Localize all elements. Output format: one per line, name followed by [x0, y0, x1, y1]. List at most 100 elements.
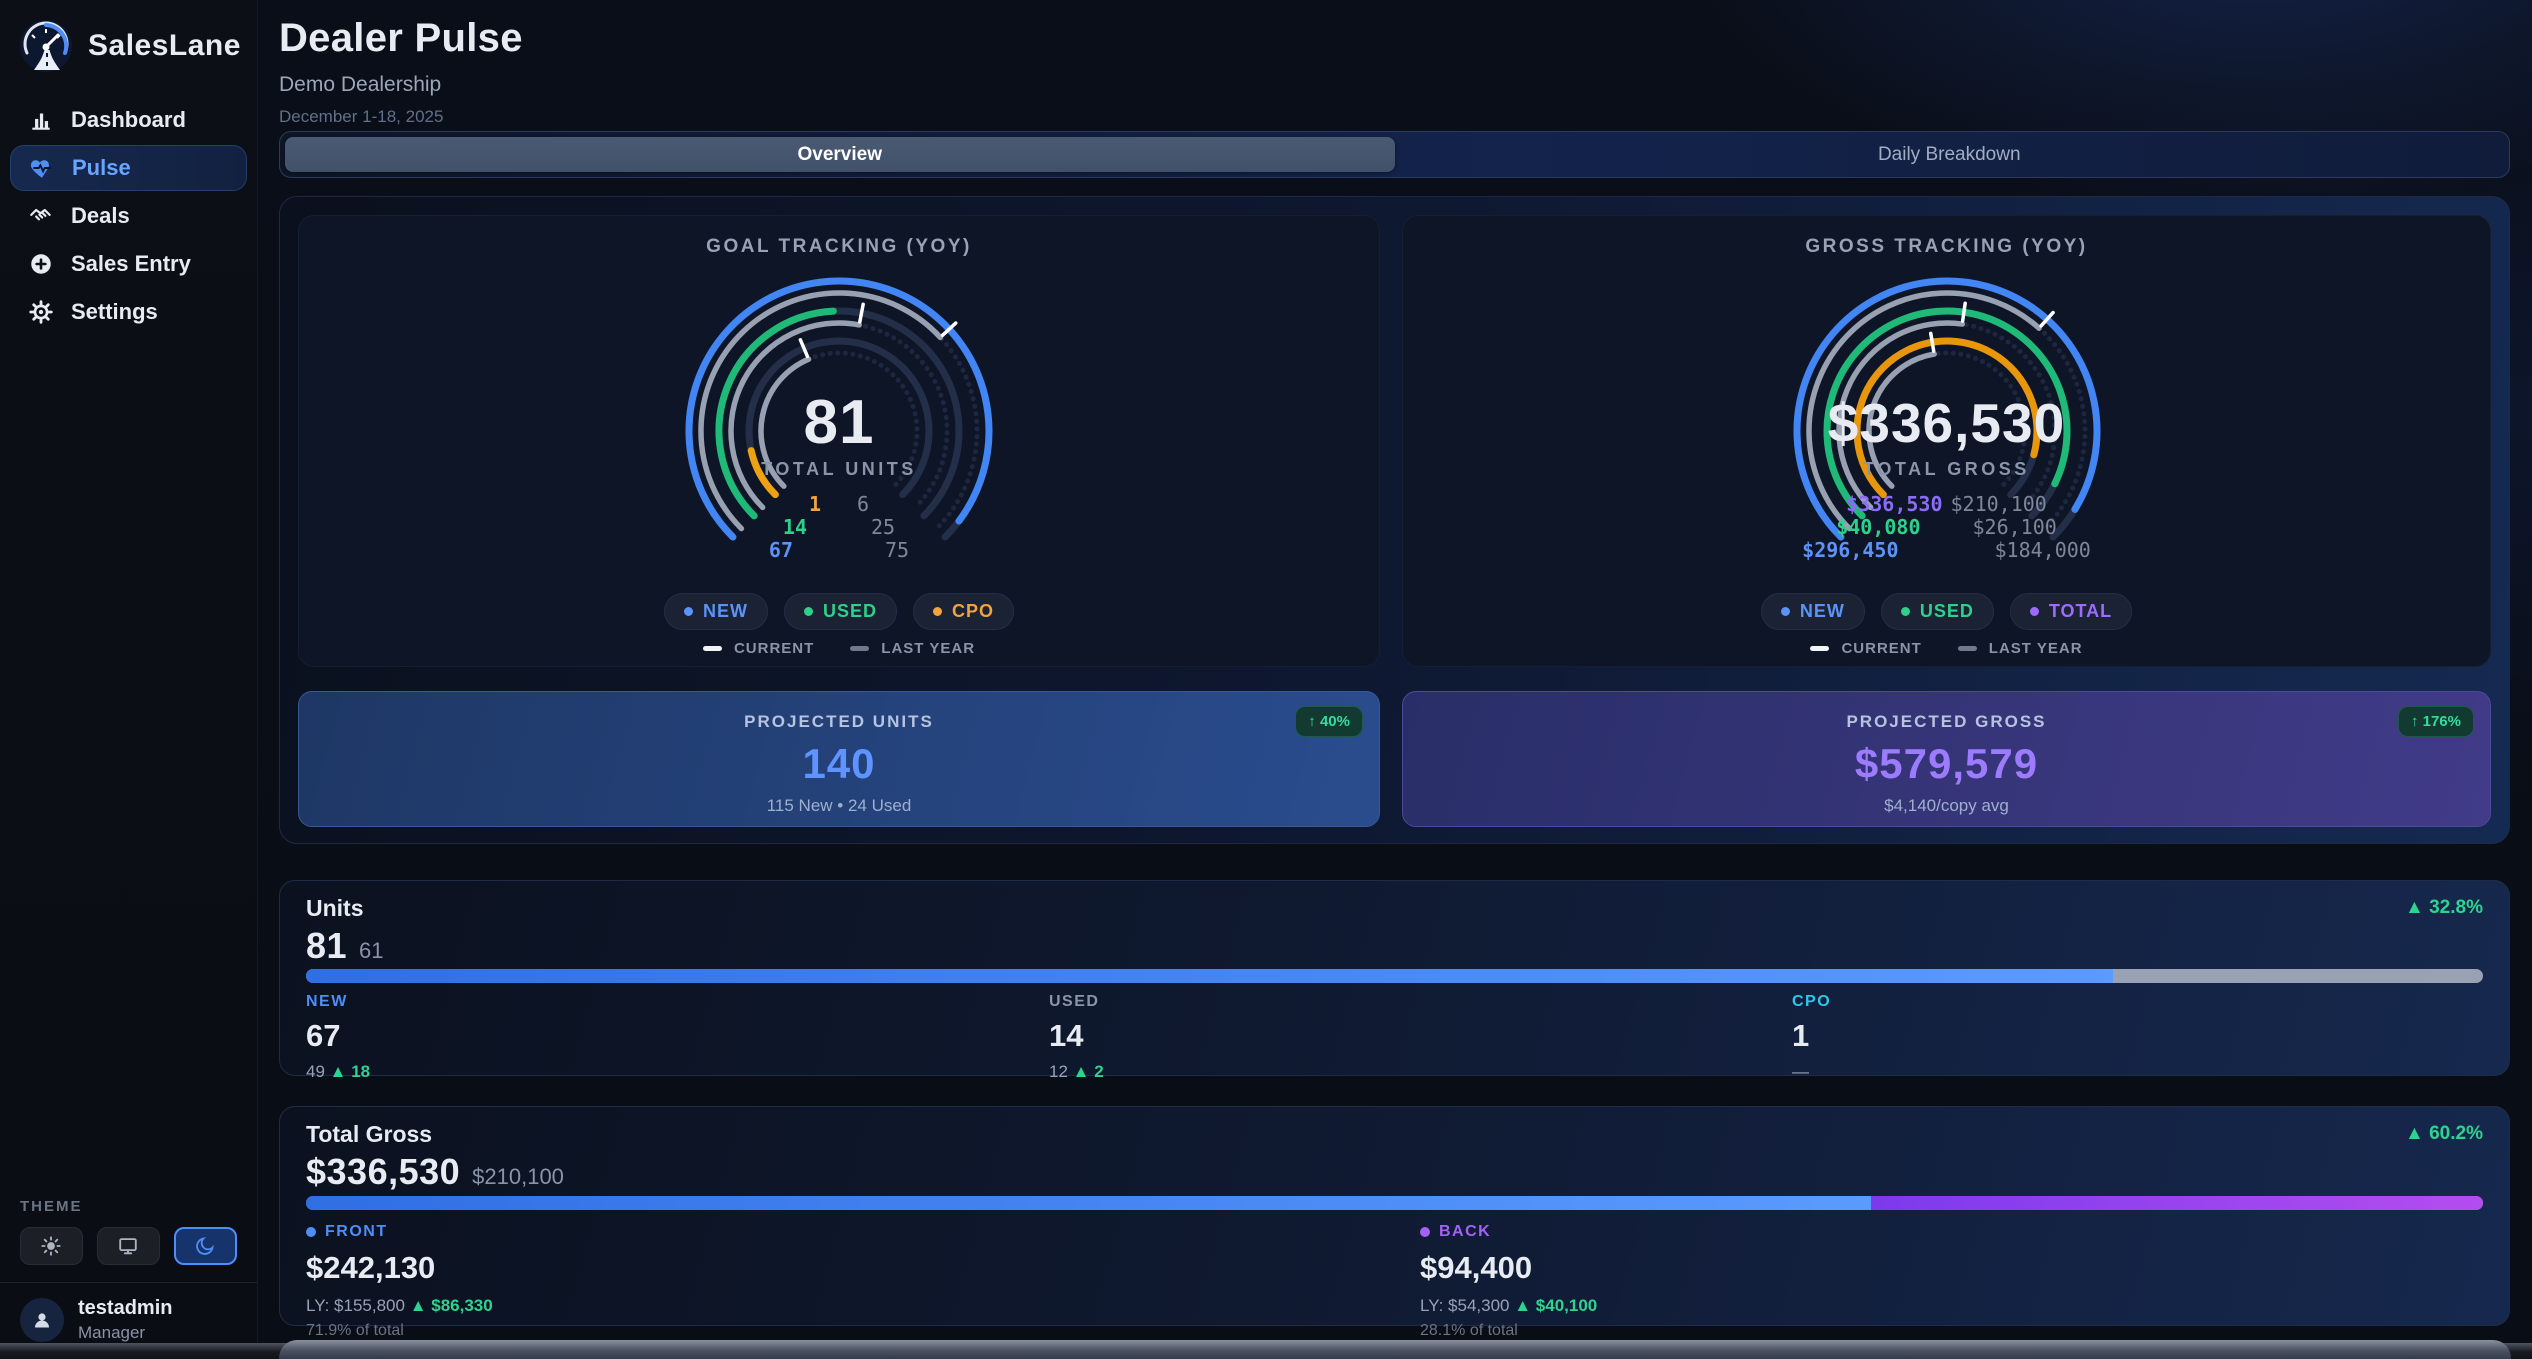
- legend-pill-new[interactable]: NEW: [1760, 593, 1865, 630]
- page-header: Dealer Pulse Demo Dealership December 1-…: [279, 16, 523, 127]
- gauge-value-rows: $336,530 $210,100 $40,080 $26,100 $296,450 $1…: [1667, 492, 2227, 562]
- back-value: $94,400: [1420, 1250, 1533, 1285]
- legend-pill-used[interactable]: USED: [783, 593, 897, 630]
- tab-daily-breakdown[interactable]: Daily Breakdown: [1877, 143, 2021, 165]
- theme-system-button[interactable]: [96, 1227, 160, 1265]
- avatar: [20, 1298, 64, 1342]
- legend-label: USED: [822, 601, 877, 621]
- stat-label: CPO: [1792, 993, 1832, 1010]
- gauge-title: GOAL TRACKING (YOY): [706, 236, 972, 257]
- legend-label: USED: [1919, 601, 1974, 621]
- legend-dot-icon: [683, 607, 693, 616]
- sidebar-item-settings[interactable]: Settings: [0, 288, 257, 336]
- gear-icon: [28, 299, 54, 325]
- gross-tracking-card: GROSS TRACKING (YOY) $336,530 TOTAL GROS…: [1402, 215, 2491, 667]
- bar-chart-icon: [28, 107, 54, 133]
- user-block[interactable]: testadmin Manager: [0, 1282, 257, 1357]
- units-progress-fill: [306, 969, 2113, 983]
- legend-dot-icon: [1780, 607, 1790, 616]
- goal-gauge: 81 TOTAL UNITS 1 6 14 25 67 75: [649, 241, 1029, 621]
- legend-pill-used[interactable]: USED: [1880, 593, 1994, 630]
- sidebar-item-label: Sales Entry: [71, 251, 191, 276]
- sidebar-nav: Dashboard Pulse Deals: [0, 96, 257, 336]
- gauge-lastyear-value: $210,100: [1950, 492, 2047, 516]
- gauge-row: $296,450 $184,000: [1667, 538, 2227, 562]
- current-dash-icon: [1810, 646, 1830, 651]
- brand-name: SalesLane: [88, 29, 241, 62]
- sidebar-item-deals[interactable]: Deals: [0, 192, 257, 240]
- current-label: CURRENT: [733, 640, 815, 657]
- units-prev-value: 61: [359, 938, 384, 963]
- theme-switcher: THEME: [20, 1198, 237, 1265]
- gauge-current-value: $40,080: [1836, 515, 1921, 539]
- front-pct: 71.9% of total: [306, 1322, 404, 1339]
- stat-prev: —: [1792, 1062, 1809, 1081]
- gauge-legend: NEW USED TOTAL: [1403, 593, 2490, 630]
- current-lastyear-legend: CURRENT LAST YEAR: [299, 640, 1379, 657]
- projected-gross-card: PROJECTED GROSS $579,579 $4,140/copy avg…: [1402, 691, 2491, 827]
- gross-gauge: $336,530 TOTAL GROSS $336,530 $210,100 $40…: [1757, 241, 2137, 621]
- sidebar-item-dashboard[interactable]: Dashboard: [0, 96, 257, 144]
- current-lastyear-legend: CURRENT LAST YEAR: [1403, 640, 2490, 657]
- stat-label: NEW: [306, 993, 348, 1010]
- front-ly: LY: $155,800: [306, 1296, 405, 1315]
- legend-label: NEW: [702, 601, 748, 621]
- gauge-center-label: TOTAL GROSS: [1863, 459, 2030, 479]
- gauge-lastyear-value: 6: [857, 492, 870, 516]
- legend-pill-new[interactable]: NEW: [663, 593, 768, 630]
- gross-prev-value: $210,100: [472, 1164, 564, 1189]
- stat-prev: 49: [306, 1062, 325, 1081]
- total-gross-section: Total Gross ▲ 60.2% $336,530 $210,100 FR…: [279, 1106, 2510, 1339]
- gross-current-value: $336,530: [306, 1151, 461, 1192]
- saleslane-logo-icon: [18, 18, 74, 74]
- projected-gross-badge: ↑ 176%: [2397, 706, 2474, 737]
- legend-label: NEW: [1799, 601, 1845, 621]
- tab-overview[interactable]: Overview: [285, 137, 1395, 172]
- gauge-center-label: TOTAL UNITS: [761, 459, 917, 479]
- gauge-current-value: 67: [768, 538, 793, 562]
- gauge-center-value: $336,530: [1827, 392, 2066, 454]
- theme-dark-button[interactable]: [173, 1227, 237, 1265]
- gauge-current-value: 14: [782, 515, 807, 539]
- units-title: Units: [306, 895, 364, 921]
- user-name: testadmin: [78, 1297, 173, 1319]
- stat-delta: ▲ 18: [329, 1062, 371, 1081]
- gross-title: Total Gross: [306, 1121, 433, 1147]
- gauge-row: $336,530 $210,100: [1667, 492, 2227, 516]
- dealership-name: Demo Dealership: [279, 73, 442, 96]
- sidebar-item-label: Pulse: [72, 155, 131, 180]
- sidebar-item-sales-entry[interactable]: Sales Entry: [0, 240, 257, 288]
- gauge-arcs: [1757, 241, 2137, 621]
- gross-back-fill: [1871, 1196, 2483, 1210]
- stat-value: 1: [1792, 1018, 1810, 1053]
- front-label: FRONT: [325, 1223, 388, 1240]
- pulse-overview-panel: GOAL TRACKING (YOY) 81 TOTAL UNITS 1 6 14 2…: [279, 196, 2510, 844]
- gauge-row: 14 25: [559, 515, 1119, 539]
- front-delta: ▲ $86,330: [409, 1296, 493, 1315]
- legend-pill-total[interactable]: TOTAL: [2009, 593, 2133, 630]
- theme-light-button[interactable]: [20, 1227, 83, 1265]
- legend-dot-icon: [2029, 607, 2039, 616]
- legend-dot-icon: [803, 607, 813, 616]
- gauge-lastyear-value: 75: [885, 538, 910, 562]
- current-label: CURRENT: [1841, 640, 1922, 657]
- current-dash-icon: [702, 646, 722, 651]
- stat-delta: ▲ 2: [1072, 1062, 1104, 1081]
- gauge-row: $40,080 $26,100: [1667, 515, 2227, 539]
- stat-prev: 12: [1049, 1062, 1068, 1081]
- gauge-current-value: $336,530: [1846, 492, 1943, 516]
- legend-label: TOTAL: [2048, 601, 2113, 621]
- front-dot-icon: [306, 1227, 316, 1237]
- back-ly: LY: $54,300: [1420, 1296, 1510, 1315]
- sidebar-item-pulse[interactable]: Pulse: [10, 145, 247, 191]
- lastyear-dash-icon: [850, 646, 870, 651]
- back-delta: ▲ $40,100: [1514, 1296, 1598, 1315]
- moon-icon: [194, 1235, 216, 1257]
- goal-tracking-card: GOAL TRACKING (YOY) 81 TOTAL UNITS 1 6 14 2…: [298, 215, 1380, 667]
- units-stat-new: NEW 67 49 ▲ 18: [306, 993, 370, 1082]
- lastyear-label: LAST YEAR: [881, 640, 976, 657]
- legend-pill-cpo[interactable]: CPO: [913, 593, 1015, 630]
- sidebar: SalesLane Dashboard: [0, 0, 258, 1359]
